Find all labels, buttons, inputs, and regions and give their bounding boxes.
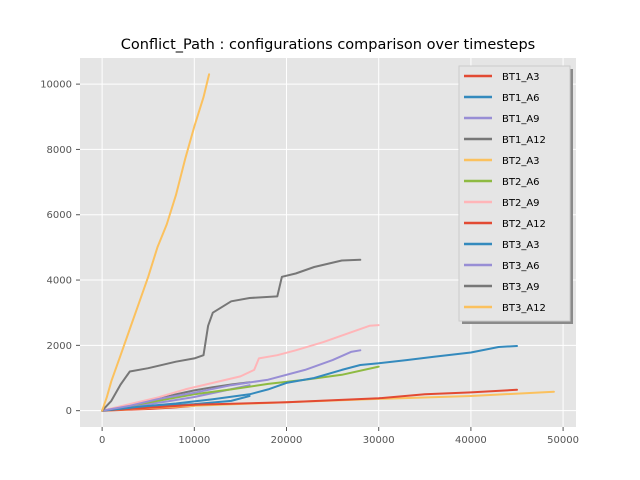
x-tick-label: 20000 [271,435,303,446]
series-line-bt3-a12 [101,73,211,412]
y-tick-label: 10000 [40,80,72,91]
series-line-bt3-a3 [101,345,518,412]
x-tick-label: 10000 [178,435,210,446]
series-line-bt3-a9 [101,258,362,412]
y-axis: 0 2000 4000 6000 8000 10000 [40,80,80,417]
legend-label: BT1_A9 [502,114,540,125]
legend-label: BT1_A6 [502,93,540,104]
legend-label: BT2_A9 [502,198,540,209]
y-tick-label: 0 [66,406,72,417]
legend-box [458,65,571,322]
x-tick-label: 50000 [547,435,579,446]
series-line-bt2-a9 [101,324,380,412]
legend-label: BT1_A3 [502,72,540,83]
legend: BT1_A3 BT1_A6 BT1_A9 BT1_A12 BT2_A3 BT2_A6 BT2… [458,65,573,324]
x-axis: 0 10000 20000 30000 40000 50000 [99,427,579,446]
y-tick-label: 6000 [47,210,72,221]
y-tick-label: 2000 [47,341,72,352]
legend-label: BT2_A6 [502,177,540,188]
legend-label: BT2_A3 [502,156,540,167]
series-lines [101,73,555,412]
x-tick-label: 30000 [363,435,395,446]
series-line-bt3-a6 [101,349,362,412]
y-tick-label: 4000 [47,276,72,287]
y-tick-label: 8000 [47,145,72,156]
legend-label: BT3_A3 [502,240,540,251]
legend-label: BT1_A12 [502,135,546,146]
x-tick-label: 40000 [455,435,487,446]
x-tick-label: 0 [99,435,105,446]
legend-label: BT3_A9 [502,282,540,293]
legend-label: BT3_A6 [502,261,540,272]
chart-title: Conflict_Path : configurations compariso… [121,37,535,53]
legend-label: BT2_A12 [502,219,546,230]
series-line-bt2-a12 [101,388,518,412]
legend-label: BT3_A12 [502,303,546,314]
